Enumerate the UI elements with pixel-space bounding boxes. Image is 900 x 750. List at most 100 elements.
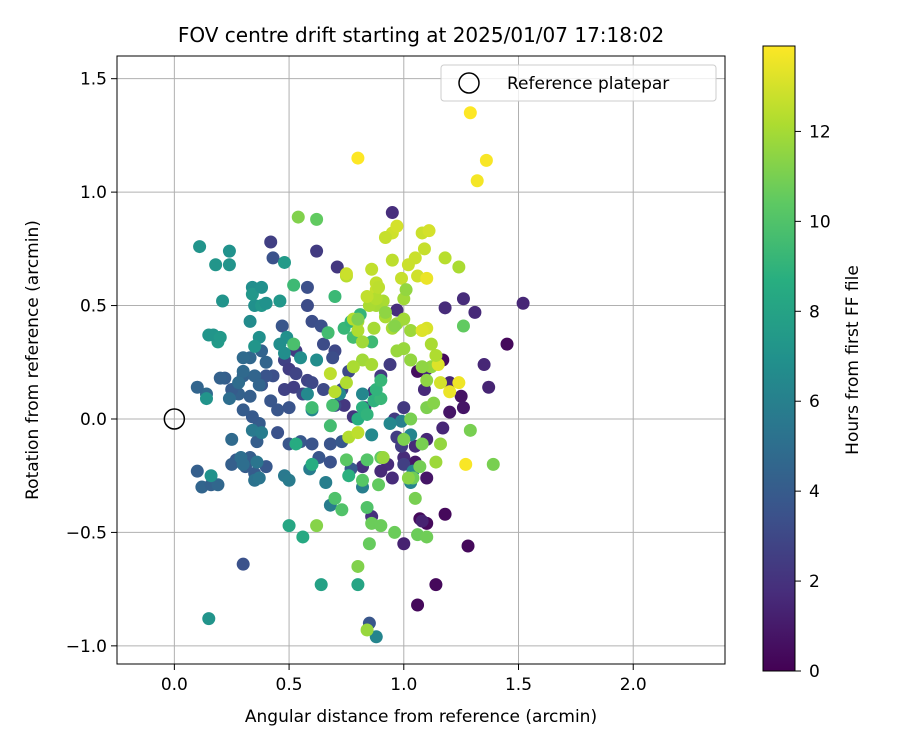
- data-point: [190, 380, 204, 394]
- data-point: [245, 410, 259, 424]
- data-point: [420, 471, 434, 485]
- data-point: [282, 519, 296, 533]
- x-tick-label: 1.5: [505, 675, 532, 695]
- y-tick-label: 1.0: [80, 183, 107, 203]
- data-point: [479, 153, 493, 167]
- data-point: [277, 255, 291, 269]
- data-point: [339, 267, 353, 281]
- data-point: [424, 337, 438, 351]
- data-point: [289, 367, 303, 381]
- data-point: [271, 403, 285, 417]
- data-point: [282, 401, 296, 415]
- data-point: [248, 339, 262, 353]
- y-tick-label: −0.5: [66, 523, 107, 543]
- data-point: [351, 151, 365, 165]
- data-point: [427, 396, 441, 410]
- data-point: [429, 578, 443, 592]
- data-point: [454, 389, 468, 403]
- data-point: [282, 473, 296, 487]
- data-point: [378, 305, 392, 319]
- data-point: [365, 335, 379, 349]
- grid-lines: [117, 56, 725, 664]
- data-point: [222, 392, 236, 406]
- data-point: [355, 335, 369, 349]
- legend-marker-reference: [458, 72, 480, 94]
- data-point: [404, 353, 418, 367]
- data-point: [287, 278, 301, 292]
- data-point: [236, 351, 250, 365]
- data-point: [404, 324, 418, 338]
- data-point: [271, 426, 285, 440]
- data-point: [443, 385, 457, 399]
- data-point: [250, 455, 264, 469]
- data-point: [216, 294, 230, 308]
- data-point: [420, 530, 434, 544]
- y-axis-ticks: −1.0 −0.5 0.0 0.5 1.0 1.5: [66, 70, 117, 657]
- data-point: [367, 321, 381, 335]
- data-point: [236, 403, 250, 417]
- data-point: [300, 280, 314, 294]
- data-point: [236, 457, 250, 471]
- data-point: [316, 337, 330, 351]
- data-point: [404, 412, 418, 426]
- legend-box: [440, 64, 717, 102]
- data-point: [323, 455, 337, 469]
- data-point: [202, 328, 216, 342]
- data-point: [397, 432, 411, 446]
- data-point: [413, 460, 427, 474]
- data-point: [326, 351, 340, 365]
- data-point: [305, 376, 319, 390]
- data-point: [360, 407, 374, 421]
- data-point: [385, 206, 399, 220]
- data-point: [342, 469, 356, 483]
- plot-frame: [116, 55, 726, 665]
- x-axis-label: Angular distance from reference (arcmin): [245, 707, 597, 727]
- data-point: [383, 358, 397, 372]
- data-point: [316, 382, 330, 396]
- data-point: [328, 289, 342, 303]
- data-point: [362, 537, 376, 551]
- data-point: [438, 507, 452, 521]
- data-point: [351, 426, 365, 440]
- data-point: [232, 376, 246, 390]
- legend: Reference platepar: [440, 64, 717, 102]
- data-point: [275, 319, 289, 333]
- data-point: [456, 401, 470, 415]
- data-point: [330, 260, 344, 274]
- data-point: [243, 389, 257, 403]
- data-point: [397, 401, 411, 415]
- data-point: [259, 296, 273, 310]
- data-point: [360, 500, 374, 514]
- data-point: [222, 244, 236, 258]
- data-point: [326, 398, 340, 412]
- data-point: [314, 578, 328, 592]
- data-point: [399, 283, 413, 297]
- data-point: [438, 301, 452, 315]
- data-point: [390, 303, 404, 317]
- data-point: [245, 287, 259, 301]
- data-point: [420, 373, 434, 387]
- colorbar-label: Hours from first FF file: [843, 265, 863, 455]
- data-point: [388, 525, 402, 539]
- colorbar-tick-label: 8: [809, 302, 820, 322]
- data-point: [397, 342, 411, 356]
- data-point: [199, 392, 213, 406]
- data-point: [335, 503, 349, 517]
- data-point: [211, 478, 225, 492]
- data-point: [225, 457, 239, 471]
- data-point: [264, 235, 278, 249]
- colorbar-tick-label: 6: [809, 392, 820, 412]
- data-point: [339, 376, 353, 390]
- data-point: [310, 244, 324, 258]
- data-point: [408, 251, 422, 265]
- data-point: [209, 258, 223, 272]
- data-point: [434, 376, 448, 390]
- data-point: [443, 376, 457, 390]
- data-point: [365, 358, 379, 372]
- data-point: [374, 519, 388, 533]
- data-point: [351, 312, 365, 326]
- data-point: [429, 348, 443, 362]
- data-point: [468, 305, 482, 319]
- data-point: [461, 539, 475, 553]
